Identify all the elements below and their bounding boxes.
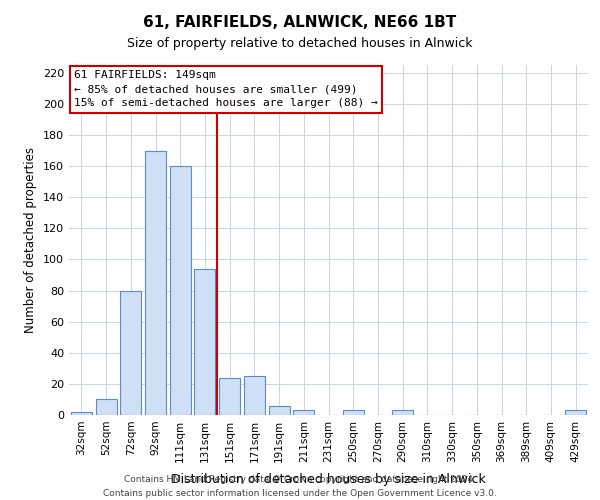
Bar — [244, 376, 265, 415]
Bar — [565, 410, 586, 415]
Bar — [71, 412, 92, 415]
Bar — [145, 150, 166, 415]
Bar — [120, 290, 141, 415]
Text: Size of property relative to detached houses in Alnwick: Size of property relative to detached ho… — [127, 38, 473, 51]
Bar — [219, 378, 240, 415]
X-axis label: Distribution of detached houses by size in Alnwick: Distribution of detached houses by size … — [171, 473, 486, 486]
Bar — [392, 410, 413, 415]
Text: Contains HM Land Registry data © Crown copyright and database right 2024.
Contai: Contains HM Land Registry data © Crown c… — [103, 476, 497, 498]
Text: 61 FAIRFIELDS: 149sqm
← 85% of detached houses are smaller (499)
15% of semi-det: 61 FAIRFIELDS: 149sqm ← 85% of detached … — [74, 70, 378, 108]
Bar — [194, 269, 215, 415]
Text: 61, FAIRFIELDS, ALNWICK, NE66 1BT: 61, FAIRFIELDS, ALNWICK, NE66 1BT — [143, 15, 457, 30]
Bar — [95, 400, 116, 415]
Bar — [170, 166, 191, 415]
Bar — [293, 410, 314, 415]
Y-axis label: Number of detached properties: Number of detached properties — [25, 147, 37, 333]
Bar — [269, 406, 290, 415]
Bar — [343, 410, 364, 415]
